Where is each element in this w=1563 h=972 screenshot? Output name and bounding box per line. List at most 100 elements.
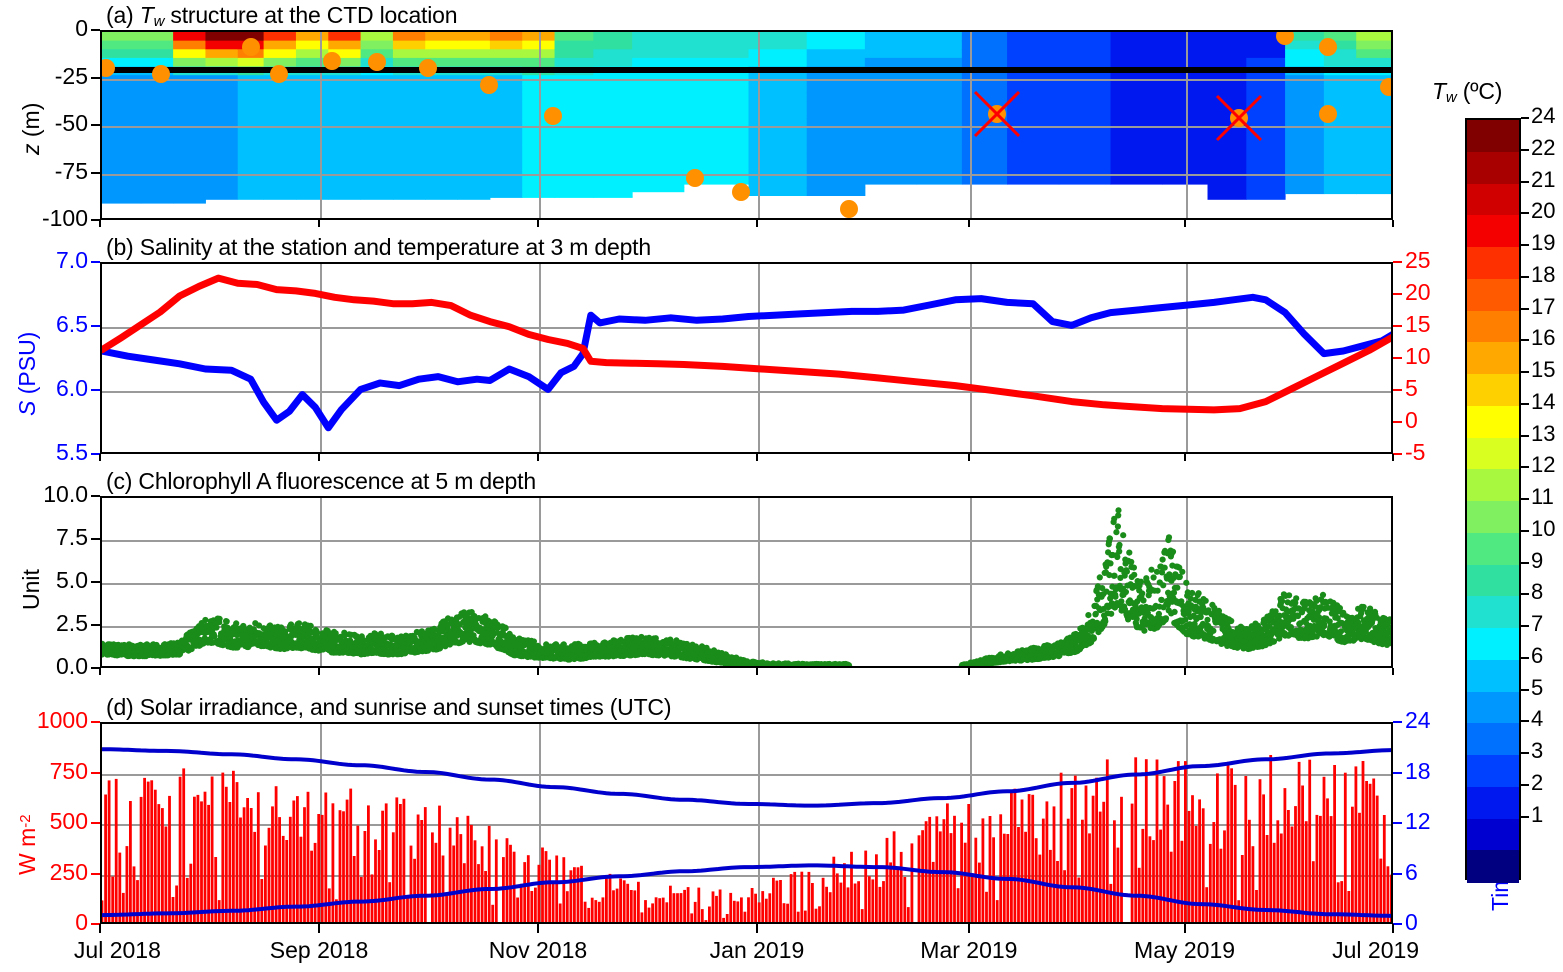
gridline-horizontal xyxy=(102,391,1391,393)
x-tick-mark xyxy=(536,668,539,675)
x-tick-mark xyxy=(318,454,321,461)
y-tick-label-right: 5 xyxy=(1405,375,1418,401)
temperature-heatmap xyxy=(102,32,1391,204)
y-tick-label: 7.5 xyxy=(56,524,88,550)
ctd-cast-marker xyxy=(270,64,289,83)
x-tick-mark xyxy=(99,220,101,227)
y-tick-mark xyxy=(91,581,100,583)
colorbar-segment xyxy=(1467,755,1519,788)
y-tick-mark xyxy=(91,923,100,925)
colorbar-segment xyxy=(1467,532,1519,566)
y-tick-label: -100 xyxy=(41,205,88,231)
x-tick-mark xyxy=(99,454,101,461)
colorbar-tick-mark xyxy=(1521,783,1529,786)
colorbar-tick-label: 2 xyxy=(1531,769,1544,795)
ctd-cast-marker xyxy=(1276,32,1295,45)
y-tick-mark-right xyxy=(1393,421,1402,423)
colorbar-segment xyxy=(1467,342,1519,375)
colorbar-tick-mark xyxy=(1521,656,1529,659)
x-tick-label: Mar 2019 xyxy=(920,937,1018,963)
y-tick-label: 7.0 xyxy=(56,247,88,273)
colorbar-tick-label: 7 xyxy=(1531,611,1544,636)
y-tick-mark xyxy=(91,624,100,626)
x-tick-mark xyxy=(99,924,101,933)
colorbar-tick-label: 21 xyxy=(1531,166,1556,192)
panel-b-ylabel-left: S (PSU) xyxy=(14,331,40,416)
panel-d-title: (d) Solar irradiance, and sunrise and su… xyxy=(106,694,672,720)
colorbar-tick-label: 20 xyxy=(1531,198,1556,224)
colorbar-tick-mark xyxy=(1521,529,1529,532)
y-tick-label-right: 20 xyxy=(1405,279,1431,305)
y-tick-mark-right xyxy=(1393,261,1402,263)
x-tick-mark xyxy=(755,220,758,227)
y-tick-label-right: 12 xyxy=(1405,808,1431,834)
x-tick-mark xyxy=(1392,668,1394,675)
colorbar-tick-mark xyxy=(1521,244,1529,246)
colorbar-segment xyxy=(1467,723,1519,756)
y-tick-label: -25 xyxy=(54,62,88,89)
y-tick-label-right: 6 xyxy=(1405,858,1418,885)
x-tick-mark xyxy=(755,668,758,675)
colorbar-segment xyxy=(1467,437,1519,470)
x-tick-mark xyxy=(1392,924,1394,933)
colorbar-segment xyxy=(1467,596,1519,629)
x-tick-mark xyxy=(536,220,539,227)
gridline-vertical xyxy=(538,498,541,666)
colorbar-segment xyxy=(1467,183,1519,216)
panel-d-plot xyxy=(100,722,1393,924)
y-tick-mark xyxy=(91,667,100,669)
gridline-vertical xyxy=(538,724,541,922)
colorbar-tick-mark xyxy=(1521,688,1529,691)
colorbar-tick-label: 22 xyxy=(1531,134,1556,160)
y-tick-label-right: 25 xyxy=(1405,247,1431,273)
colorbar-tick-mark xyxy=(1521,498,1529,500)
gridline-vertical xyxy=(538,264,541,452)
colorbar-tick-label: 18 xyxy=(1531,261,1556,287)
y-tick-mark xyxy=(91,29,100,31)
colorbar-segment xyxy=(1467,659,1519,693)
gridline-vertical xyxy=(969,264,972,452)
y-tick-label: 500 xyxy=(49,808,88,834)
gridline-horizontal xyxy=(102,874,1391,877)
series-salinity xyxy=(102,293,1391,432)
colorbar-tick-label: 13 xyxy=(1531,420,1556,446)
y-tick-mark xyxy=(91,721,100,723)
ctd-cast-marker xyxy=(1318,38,1337,57)
y-tick-mark-right xyxy=(1393,771,1402,774)
x-tick-mark xyxy=(755,924,758,933)
x-tick-mark xyxy=(318,220,321,227)
x-tick-mark xyxy=(536,454,539,461)
colorbar-segment xyxy=(1467,564,1519,597)
y-tick-label: 10.0 xyxy=(43,481,88,507)
ctd-cast-marker xyxy=(418,59,437,78)
gridline-vertical xyxy=(320,264,323,452)
gridline-horizontal xyxy=(102,583,1391,585)
panel-a-title: (a) Tw structure at the CTD location xyxy=(106,2,458,30)
y-tick-label-right: 10 xyxy=(1405,343,1431,369)
x-tick-label: Nov 2018 xyxy=(488,937,588,963)
y-tick-mark xyxy=(91,389,100,391)
ctd-cast-marker xyxy=(152,64,171,83)
y-tick-label: 1000 xyxy=(36,707,88,733)
colorbar-tick-label: 24 xyxy=(1531,103,1556,128)
colorbar-tick-label: 4 xyxy=(1531,706,1544,732)
y-tick-mark xyxy=(91,453,100,455)
x-tick-mark xyxy=(755,454,758,461)
colorbar-tick-mark xyxy=(1521,752,1529,754)
colorbar-segment xyxy=(1467,374,1519,407)
panel-b-plot xyxy=(100,262,1393,454)
colorbar-segment xyxy=(1467,215,1519,248)
y-tick-label: 6.0 xyxy=(56,375,88,401)
colorbar-segment xyxy=(1467,151,1519,185)
colorbar-tick-label: 3 xyxy=(1531,738,1544,763)
y-tick-mark-right xyxy=(1393,293,1402,295)
colorbar-tick-mark xyxy=(1521,434,1529,437)
y-tick-mark xyxy=(91,124,100,126)
y-tick-mark-right xyxy=(1393,923,1402,925)
gridline-vertical xyxy=(969,724,972,922)
y-tick-label-right: 18 xyxy=(1405,757,1431,784)
colorbar-tick-mark xyxy=(1521,307,1529,310)
y-tick-mark xyxy=(91,219,100,221)
gridline-vertical xyxy=(969,498,972,666)
salinity-temperature-lines xyxy=(102,274,1391,432)
